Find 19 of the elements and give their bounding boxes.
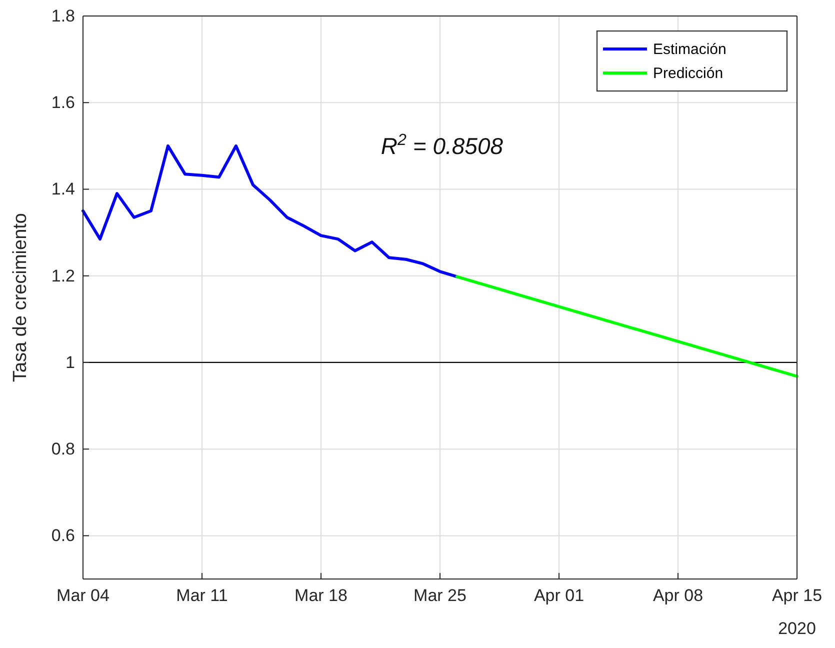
y-tick-label: 1	[66, 352, 75, 372]
y-tick-label: 1.8	[51, 6, 75, 26]
legend-label: Predicción	[653, 65, 724, 82]
y-axis-title: Tasa de crecimiento	[10, 213, 31, 382]
x-tick-label: Apr 08	[652, 586, 704, 606]
y-tick-label: 1.4	[51, 180, 75, 199]
y-tick-label: 0.8	[51, 440, 75, 459]
y-tick-label: 1.2	[51, 266, 75, 286]
x-tick-label: Mar 11	[176, 586, 228, 606]
y-tick-label: 1.6	[51, 93, 75, 112]
y-tick-label: 0.6	[51, 526, 75, 546]
text: 2020	[778, 619, 816, 638]
x-tick-label: Mar 18	[294, 586, 348, 606]
annotation: R$^{2}$ = 0.8508	[380, 131, 504, 159]
x-tick-label: Apr 15	[772, 586, 822, 606]
x-tick-label: Mar 04	[56, 586, 110, 606]
legend-label: Estimación	[653, 41, 726, 58]
x-tick-label: Apr 01	[534, 586, 584, 606]
x-tick-label: Mar 25	[414, 586, 466, 606]
